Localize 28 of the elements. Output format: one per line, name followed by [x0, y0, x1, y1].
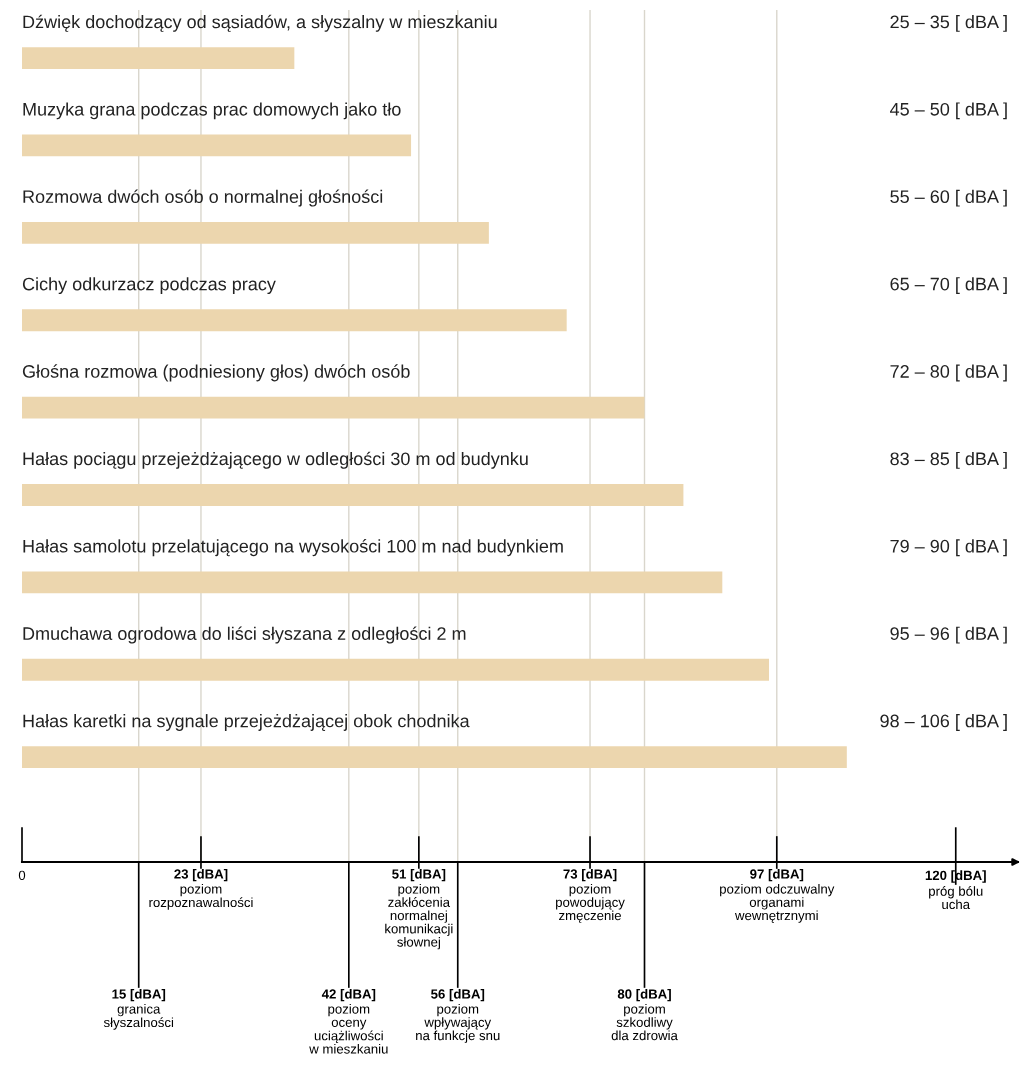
ref-line-label: 73 [dBA] poziom powodujący zmęczenie — [556, 869, 625, 923]
y-tick-label: Rozmowa dwóch osób o normalnej głośności — [23, 189, 383, 207]
y-tick-label: Cichy odkurzacz podczas pracy — [22, 277, 276, 294]
annotation: 95 – 96 [ dBA ] — [890, 626, 1007, 644]
y-tick-label: Hałas samolotu przelatującego na wysokości 100 m nad budynkiem — [23, 539, 563, 557]
annotation: 72 – 80 [ dBA ] — [890, 364, 1007, 382]
ref-line-label: 51 [dBA] poziom zakłócenia normalnej komunikacji słownej — [385, 869, 453, 950]
annotation: 25 – 35 [ dBA ] — [890, 15, 1007, 32]
annotation: 79 – 90 [ dBA ] — [890, 539, 1007, 557]
ref-line-label: 97 [dBA] poziom odczuwalny organami wewnętrznymi — [720, 869, 835, 923]
ref-line-label: 15 [dBA] granica słyszalności — [103, 989, 174, 1030]
y-tick-label: Dźwięk dochodzący od sąsiadów, a słyszalny w mieszkaniu — [23, 14, 497, 32]
annotation: 98 – 106 [ dBA ] — [880, 714, 1007, 731]
annotation: 45 – 50 [ dBA ] — [890, 102, 1007, 120]
annotation: 65 – 70 [ dBA ] — [890, 277, 1007, 294]
y-tick-label: Hałas pociągu przejeżdżającego w odległości 30 m od budynku — [23, 451, 528, 469]
x-tick-label: 0 — [18, 870, 26, 881]
ref-line-label: 80 [dBA] poziom szkodliwy dla zdrowia — [611, 989, 678, 1041]
y-tick-label: Hałas karetki na sygnale przejeżdżającej obok chodnika — [23, 714, 470, 731]
ref-line-label: próg bólu ucha — [929, 886, 983, 910]
ref-line-label: 42 [dBA] poziom oceny uciążliwości w mieszkaniu — [309, 989, 388, 1054]
annotation: 55 – 60 [ dBA ] — [890, 189, 1007, 207]
y-tick-label: Muzyka grana podczas prac domowych jako tło — [23, 102, 401, 120]
ref-line-label: 56 [dBA] poziom wpływający na funkcje snu — [416, 989, 500, 1043]
annotation: 83 – 85 [ dBA ] — [890, 451, 1007, 469]
ref-line-label: 23 [dBA] poziom rozpoznawalności — [149, 869, 253, 910]
y-tick-label: Głośna rozmowa (podniesiony głos) dwóch osób — [22, 364, 410, 382]
y-tick-label: Dmuchawa ogrodowa do liści słyszana z odległości 2 m — [23, 626, 466, 644]
